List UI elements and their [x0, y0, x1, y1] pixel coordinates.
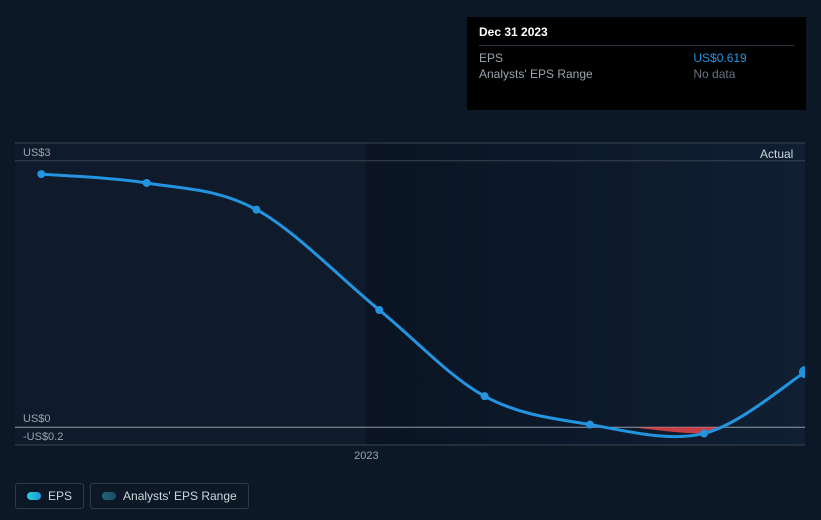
tooltip-table: EPS US$0.619 Analysts' EPS Range No data	[479, 50, 794, 82]
chart-tooltip: Dec 31 2023 EPS US$0.619 Analysts' EPS R…	[467, 17, 806, 110]
y-axis-label: US$0	[23, 413, 51, 425]
region-label-actual: Actual	[760, 147, 793, 161]
legend-swatch-icon	[102, 492, 116, 500]
y-axis-label: -US$0.2	[23, 431, 63, 443]
tooltip-date: Dec 31 2023	[479, 25, 794, 46]
legend-item-range[interactable]: Analysts' EPS Range	[90, 483, 249, 509]
legend-label: EPS	[48, 489, 72, 503]
legend-swatch-icon	[27, 492, 41, 500]
tooltip-row-label: Analysts' EPS Range	[479, 66, 693, 82]
y-axis-label: US$3	[23, 147, 51, 159]
tooltip-row-label: EPS	[479, 50, 693, 66]
tooltip-row-value: No data	[693, 66, 794, 82]
tooltip-row-value: US$0.619	[693, 50, 794, 66]
legend-item-eps[interactable]: EPS	[15, 483, 84, 509]
chart-legend: EPS Analysts' EPS Range	[15, 483, 249, 509]
legend-label: Analysts' EPS Range	[123, 489, 237, 503]
x-axis-label: 2023	[354, 450, 378, 462]
